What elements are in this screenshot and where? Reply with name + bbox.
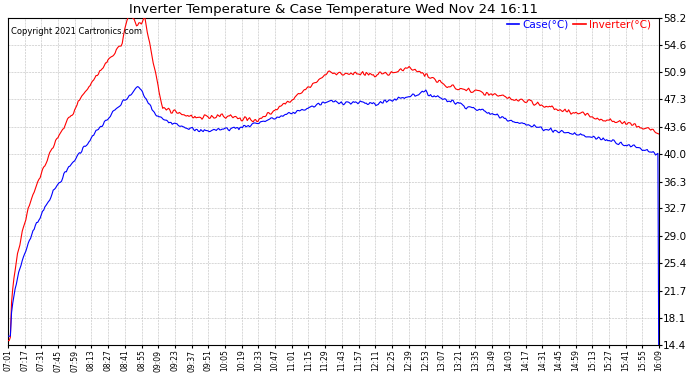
Title: Inverter Temperature & Case Temperature Wed Nov 24 16:11: Inverter Temperature & Case Temperature … bbox=[129, 3, 538, 16]
Legend: Case(°C), Inverter(°C): Case(°C), Inverter(°C) bbox=[507, 20, 651, 30]
Text: Copyright 2021 Cartronics.com: Copyright 2021 Cartronics.com bbox=[11, 27, 142, 36]
